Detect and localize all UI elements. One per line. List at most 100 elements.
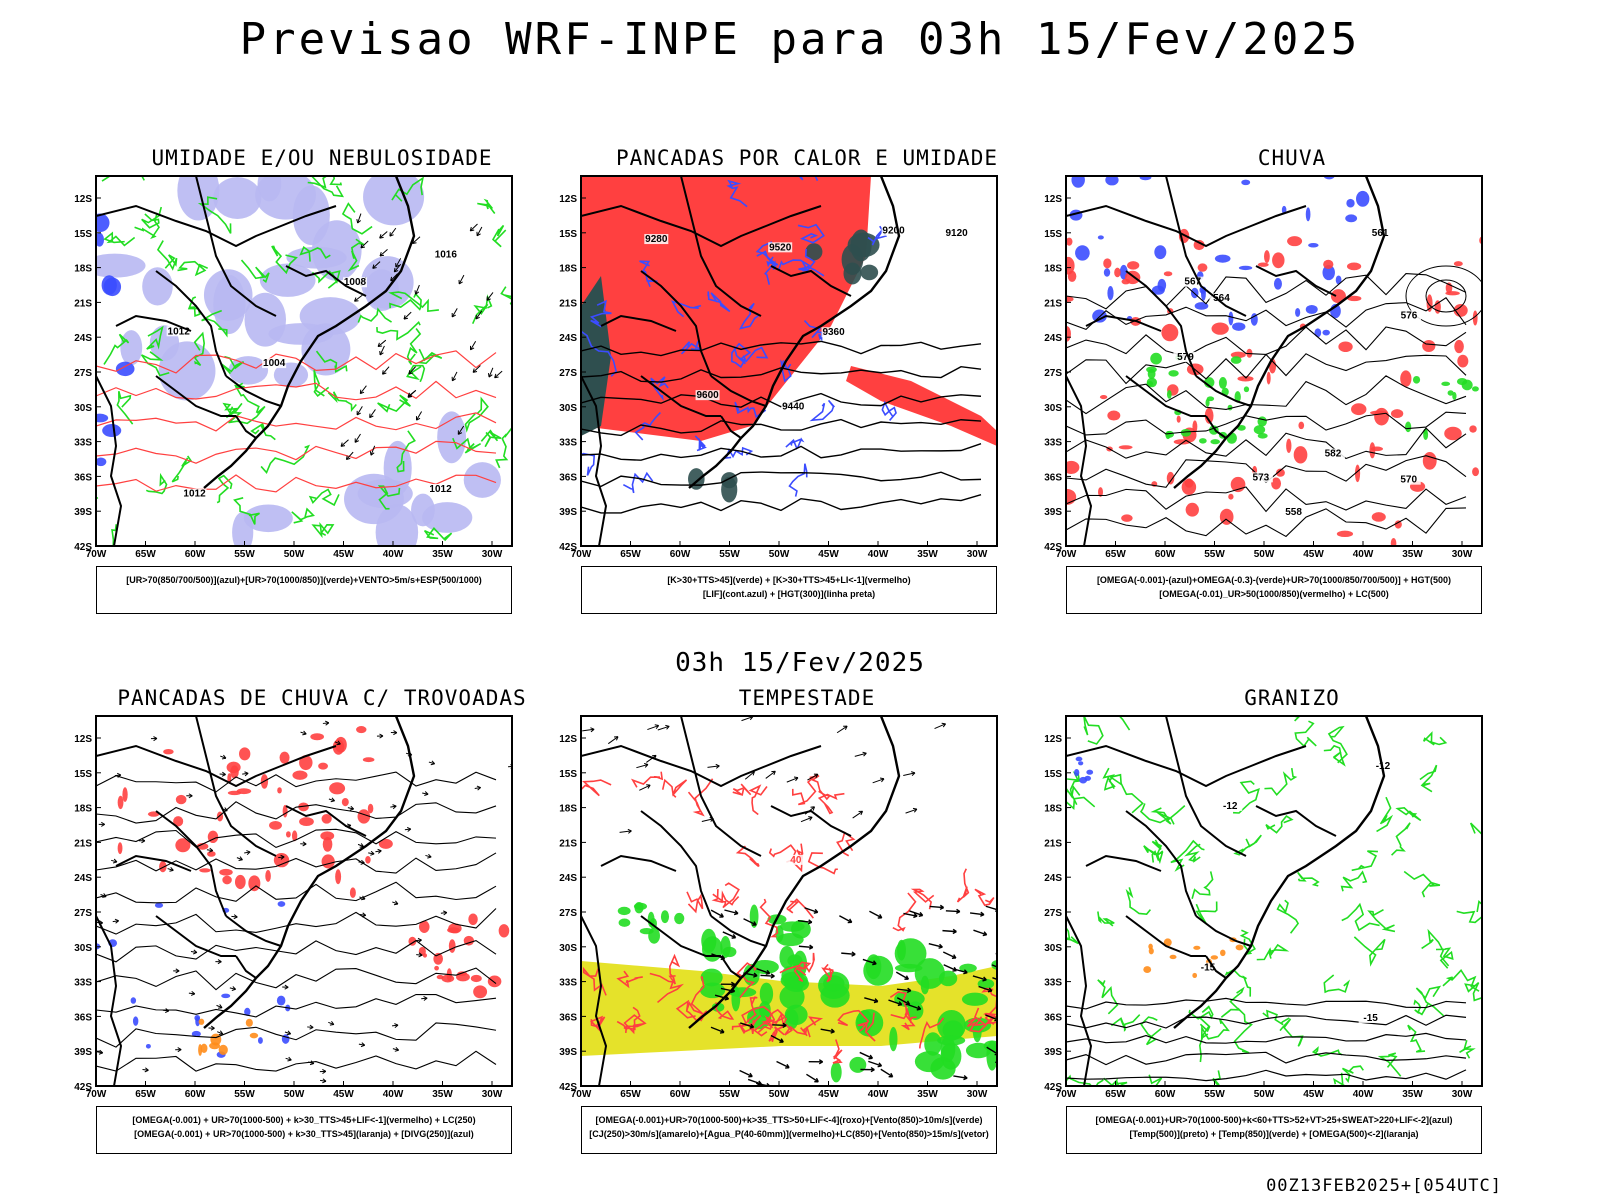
- shaded-area: [154, 902, 164, 908]
- wind-vector: [307, 1024, 314, 1030]
- contour-line: [775, 1023, 811, 1038]
- shaded-area: [218, 1044, 228, 1056]
- shaded-area: [265, 870, 271, 882]
- wind-vector: [220, 754, 227, 760]
- shaded-area: [1228, 311, 1234, 326]
- lat-tick-label: 39S: [559, 1047, 577, 1058]
- wind-vector: [903, 912, 918, 919]
- wind-vector: [190, 949, 198, 955]
- wind-vector: [100, 893, 107, 898]
- contour-line: [1097, 979, 1119, 1015]
- wind-vector: [710, 909, 724, 918]
- shaded-area: [279, 751, 290, 764]
- wind-vector: [421, 995, 428, 1001]
- wind-vector: [111, 858, 118, 864]
- contour-line: [581, 330, 618, 377]
- wind-vector: [973, 929, 988, 937]
- shaded-area: [639, 927, 654, 935]
- contour-line: [341, 202, 373, 235]
- shaded-area: [1287, 236, 1303, 247]
- shaded-area: [1211, 322, 1229, 335]
- contour-line: [785, 437, 805, 450]
- panel-title: UMIDADE E/OU NEBULOSIDADE: [151, 146, 493, 170]
- wind-vector: [356, 213, 362, 224]
- wind-vector: [347, 805, 355, 811]
- shaded-area: [1066, 296, 1074, 302]
- shaded-area: [1305, 207, 1311, 222]
- lat-tick-label: 36S: [1044, 1012, 1062, 1023]
- shaded-area: [277, 901, 286, 907]
- lon-tick-label: 50W: [284, 1089, 305, 1100]
- shaded-area: [1390, 409, 1404, 419]
- lon-tick-label: 60W: [670, 549, 691, 560]
- caption-line: [K>30+TTS>45](verde) + [K>30+TTS>45+LI<-…: [667, 575, 911, 585]
- shaded-area: [321, 854, 335, 869]
- shaded-area: [977, 978, 995, 989]
- contour-line: [1333, 1072, 1346, 1086]
- border-line: [1205, 415, 1227, 439]
- wind-vector: [476, 226, 483, 237]
- shaded-area: [213, 177, 262, 220]
- shaded-area: [889, 1026, 898, 1052]
- contour-line: [622, 471, 654, 494]
- map-chuva: 582 579 576 573 570 567 564 561 558 12S 15S 18S 21S 2…: [1042, 172, 1512, 564]
- contour-line: [1265, 815, 1294, 834]
- lon-tick-label: 50W: [769, 1089, 790, 1100]
- contour-line: [680, 341, 703, 355]
- shaded-area: [849, 1056, 867, 1073]
- wind-vector: [440, 910, 448, 916]
- lon-tick-label: 30W: [1452, 1089, 1473, 1100]
- lon-tick-label: 35W: [432, 1089, 453, 1100]
- lat-tick-label: 30S: [559, 403, 577, 414]
- wind-vector: [425, 853, 432, 859]
- lon-tick-label: 55W: [719, 549, 740, 560]
- contour-label: -15: [1363, 1013, 1378, 1024]
- shaded-area: [784, 1004, 808, 1026]
- wind-vector: [607, 736, 619, 745]
- contour-line: [686, 891, 704, 914]
- shaded-area: [259, 263, 316, 297]
- shaded-area: [276, 995, 286, 1006]
- shaded-area: [101, 275, 117, 295]
- shaded-area: [1400, 370, 1412, 387]
- wind-vector: [357, 843, 365, 848]
- shaded-area: [779, 984, 805, 1009]
- contour-line: [313, 369, 330, 398]
- shaded-area: [1253, 425, 1266, 435]
- wind-vector: [743, 918, 757, 926]
- shaded-area: [1257, 262, 1269, 267]
- map-canvas: -12-15-12-1512S15S18S21S24S27S30S33S36S3…: [1044, 715, 1483, 1100]
- wind-vector: [474, 785, 481, 791]
- caption-line: [OMEGA(-0.01)_UR>50(1000/850)(vermelho) …: [1159, 589, 1389, 599]
- wind-vector: [98, 821, 105, 827]
- wind-vector: [909, 910, 924, 917]
- shaded-area: [191, 1030, 201, 1037]
- shaded-area: [1472, 467, 1480, 477]
- contour-line: [786, 898, 814, 919]
- wind-vector: [928, 943, 943, 949]
- shaded-area: [1346, 262, 1362, 271]
- contour-line: [96, 412, 497, 432]
- contour-line: [234, 382, 260, 414]
- shaded-area: [1121, 514, 1133, 522]
- shaded-area: [96, 213, 110, 233]
- contour-line: [1469, 822, 1482, 836]
- wind-vector: [841, 951, 856, 957]
- contour-line: [201, 309, 228, 338]
- shaded-area: [1078, 761, 1084, 766]
- lat-tick-label: 21S: [559, 298, 577, 309]
- contour-line: [755, 241, 779, 268]
- shaded-area: [1210, 955, 1219, 960]
- wind-vector: [776, 1060, 790, 1069]
- contour-line: [376, 320, 421, 341]
- shaded-area: [1271, 477, 1282, 490]
- lon-tick-label: 45W: [333, 549, 354, 560]
- shaded-area: [1185, 502, 1199, 517]
- contour-label: 570: [1400, 475, 1417, 486]
- map-trovoadas: 12S 15S 18S 21S 24S 27S 30S 33S 36S 39S 42S 70W 65W 6…: [72, 712, 542, 1104]
- shaded-area: [117, 795, 124, 810]
- border-line: [600, 854, 677, 872]
- border-line: [115, 314, 192, 332]
- wind-vector: [392, 1046, 400, 1052]
- shaded-area: [448, 923, 462, 934]
